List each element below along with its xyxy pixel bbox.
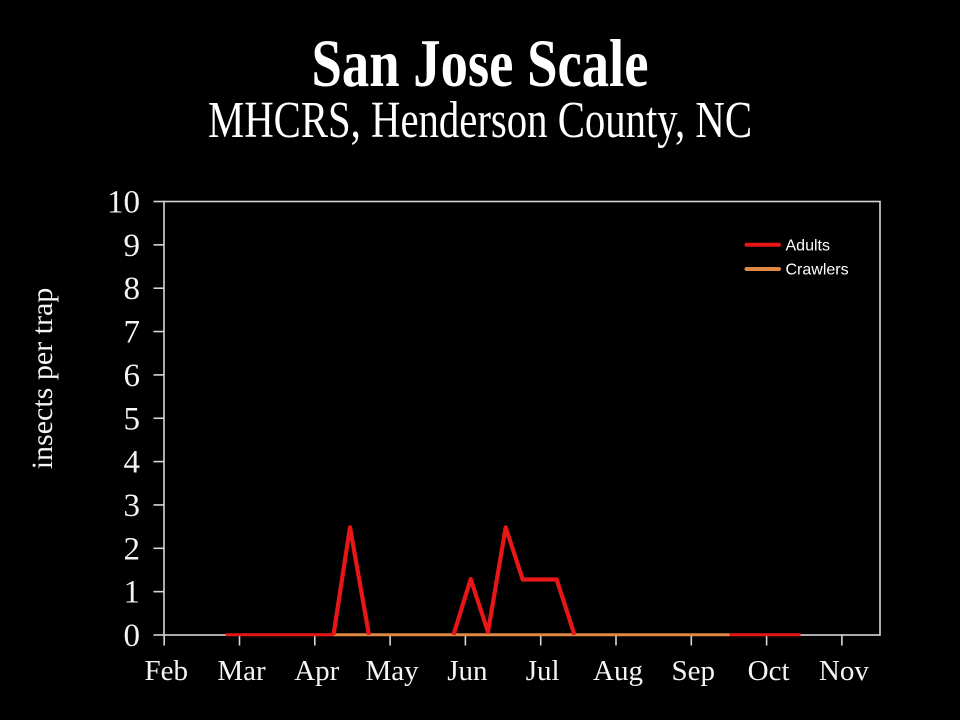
- svg-text:Oct: Oct: [748, 655, 790, 687]
- svg-text:Sep: Sep: [672, 655, 716, 687]
- svg-text:1: 1: [124, 575, 141, 611]
- svg-text:0: 0: [124, 618, 141, 654]
- svg-text:3: 3: [124, 488, 141, 524]
- svg-text:6: 6: [124, 358, 141, 394]
- svg-text:Jul: Jul: [526, 655, 560, 687]
- svg-text:Aug: Aug: [593, 655, 643, 687]
- svg-text:Mar: Mar: [217, 655, 266, 687]
- svg-text:5: 5: [124, 401, 141, 437]
- svg-text:Jun: Jun: [447, 655, 488, 687]
- svg-text:Adults: Adults: [786, 237, 830, 254]
- svg-text:8: 8: [124, 271, 141, 307]
- svg-text:9: 9: [124, 228, 141, 264]
- svg-text:May: May: [366, 655, 420, 687]
- svg-text:Crawlers: Crawlers: [786, 262, 849, 279]
- svg-text:7: 7: [124, 315, 141, 351]
- svg-text:insects per trap: insects per trap: [26, 288, 59, 470]
- svg-text:2: 2: [124, 531, 141, 567]
- svg-text:Nov: Nov: [819, 655, 869, 687]
- svg-text:Feb: Feb: [144, 655, 188, 687]
- svg-text:Apr: Apr: [294, 655, 339, 687]
- svg-text:10: 10: [107, 185, 140, 221]
- svg-text:MHCRS, Henderson County, NC: MHCRS, Henderson County, NC: [208, 92, 752, 149]
- svg-text:4: 4: [124, 445, 141, 481]
- svg-text:San Jose Scale: San Jose Scale: [312, 25, 649, 101]
